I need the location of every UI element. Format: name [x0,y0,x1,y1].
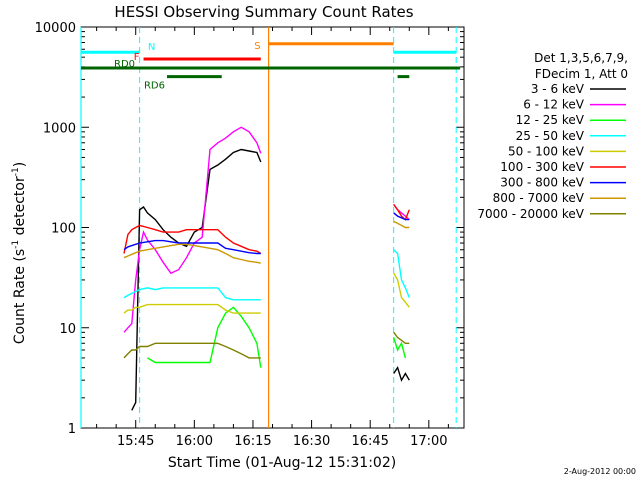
y-tick-label: 10 [59,322,76,337]
y-tick-label: 10000 [35,21,76,36]
series-line-0 [131,148,262,411]
legend-label-6: 300 - 800 keV [500,176,584,190]
flag-label-rd0: RD0 [114,59,135,70]
x-axis-label: Start Time (01-Aug-12 15:31:02) [168,455,396,471]
series-line-2 [147,306,262,368]
series-line-6 [123,239,261,255]
y-axis-label: Count Rate (s-1 detector-1) [11,162,28,344]
y-tick-label: 100 [51,222,76,237]
legend-label-0: 3 - 6 keV [531,82,585,96]
series-line-4 [393,272,410,308]
x-tick-label: 16:15 [234,434,271,449]
series-line-8 [393,331,410,344]
series-line-8 [123,342,261,359]
legend-label-8: 7000 - 20000 keV [477,207,584,221]
series-line-5 [123,224,262,255]
y-tick-label: 1000 [43,121,76,136]
x-tick-label: 16:45 [351,434,388,449]
y-axis-label-sup1: -1 [11,240,21,249]
x-tick-labels: 15:45 16:00 16:15 16:30 16:45 17:00 [117,434,448,449]
footer-date: 2-Aug-2012 00:00 [564,467,636,476]
series-line-2 [393,337,407,359]
series-line-7 [393,220,410,229]
flag-label-f: F [134,52,140,63]
x-tick-label: 16:30 [293,434,330,449]
legend-label-7: 800 - 7000 keV [493,191,585,205]
series-layer [123,126,410,411]
legend: Det 1,3,5,6,7,9, FDecim 1, Att 0 3 - 6 k… [477,51,628,221]
chart-title: HESSI Observing Summary Count Rates [114,3,413,21]
vertical-marker-lines [80,27,457,428]
legend-header-line-1: Det 1,3,5,6,7,9, [534,51,628,65]
y-axis-label-end: ) [12,162,28,167]
y-tick-labels: 1 10 100 1000 10000 [35,21,76,437]
series-line-5 [393,203,410,221]
legend-label-4: 50 - 100 keV [508,144,585,158]
x-tick-label: 17:00 [410,434,447,449]
flag-label-rd6: RD6 [144,81,165,92]
flag-label-s: S [254,41,260,52]
series-line-7 [123,243,261,264]
y-axis-label-part1: Count Rate (s [12,249,28,344]
y-axis-label-part2: detector [12,176,28,240]
x-tick-label: 15:45 [117,434,154,449]
y-axis-label-sup2: -1 [11,167,21,176]
legend-label-1: 6 - 12 keV [523,98,585,112]
series-line-0 [393,365,410,382]
series-line-6 [393,212,410,221]
x-tick-label: 16:00 [176,434,213,449]
legend-label-2: 12 - 25 keV [516,113,585,127]
series-line-3 [123,287,261,301]
legend-header-line-2: FDecim 1, Att 0 [535,67,628,81]
legend-label-5: 100 - 300 keV [500,160,584,174]
y-tick-label: 1 [68,422,76,437]
flag-label-n: N [148,42,155,53]
series-line-4 [123,303,261,314]
series-line-3 [393,249,410,298]
legend-label-3: 25 - 50 keV [516,129,585,143]
axis-ticks [81,26,464,429]
series-line-1 [123,126,262,333]
